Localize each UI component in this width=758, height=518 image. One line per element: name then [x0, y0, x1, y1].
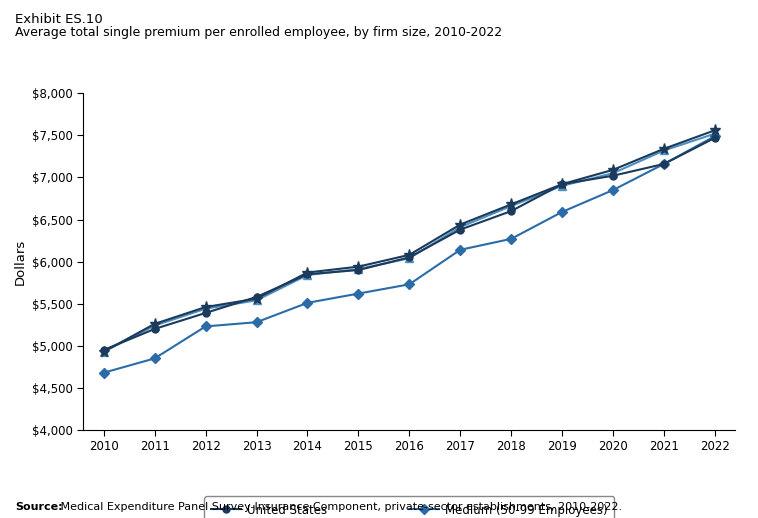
- Text: Medical Expenditure Panel Survey-Insurance Component, private-sector establishme: Medical Expenditure Panel Survey-Insuran…: [57, 502, 622, 512]
- Y-axis label: Dollars: Dollars: [14, 238, 27, 285]
- Text: Source:: Source:: [15, 502, 63, 512]
- Text: Average total single premium per enrolled employee, by firm size, 2010-2022: Average total single premium per enrolle…: [15, 26, 503, 39]
- Legend: United States, Small (<50 Employees), Medium (50-99 Employees), Large (100+ Empl: United States, Small (<50 Employees), Me…: [205, 496, 614, 518]
- Text: Exhibit ES.10: Exhibit ES.10: [15, 13, 103, 26]
